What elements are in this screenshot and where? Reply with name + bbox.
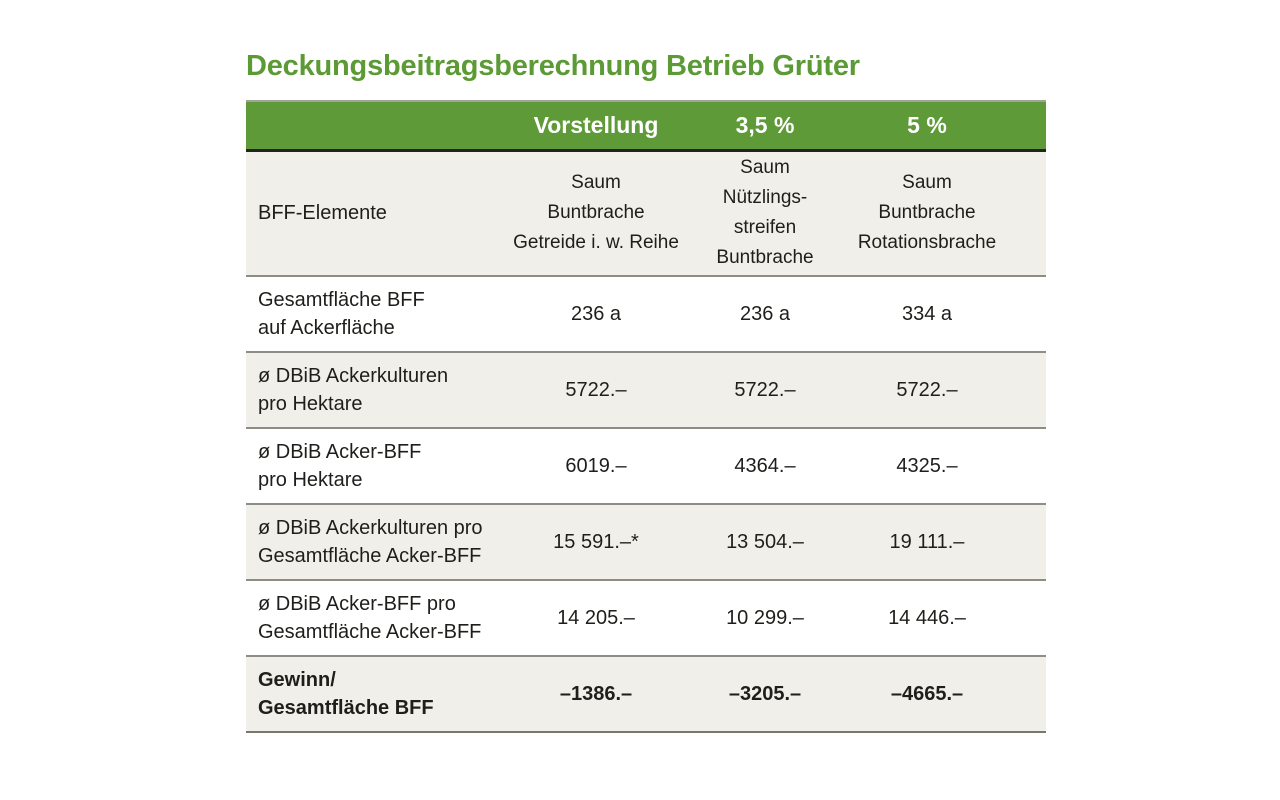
row-label: ø DBiB Ackerkulturen pro Gesamtfläche Ac… (258, 517, 483, 567)
header-scenario-5-percent: 5 % (907, 111, 947, 138)
row-label: ø DBiB Ackerkulturen pro Hektare (258, 365, 449, 415)
row-value: 4364.– (734, 454, 796, 477)
table-row-dbib-ackerkulturen-hektare: ø DBiB Ackerkulturen pro Hektare 5722.– … (246, 352, 1046, 428)
row-value: –1386.– (559, 682, 633, 705)
table-row-gesamtflaeche-bff: Gesamtfläche BFF auf Ackerfläche 236 a 2… (246, 276, 1046, 352)
row-label: ø DBiB Acker-BFF pro Hektare (258, 441, 422, 491)
row-value: 334 a (901, 302, 953, 325)
row-value: 6019.– (565, 454, 627, 477)
subheader-label: BFF-Elemente (258, 202, 387, 225)
page-title: Deckungsbeitragsberechnung Betrieb Grüte… (246, 50, 860, 82)
scenario-header-row: Vorstellung 3,5 % 5 % (246, 101, 1046, 150)
row-value: 13 504.– (726, 530, 804, 553)
row-value: 19 111.– (889, 530, 965, 553)
row-value: –4665.– (890, 682, 964, 705)
row-label: Gesamtfläche BFF auf Ackerfläche (258, 289, 425, 339)
table-row-dbib-acker-bff-hektare: ø DBiB Acker-BFF pro Hektare 6019.– 4364… (246, 428, 1046, 504)
row-value: 5722.– (896, 378, 958, 401)
row-value: 14 205.– (557, 606, 635, 629)
subheader-col-3: Saum Buntbrache Rotationsbrache (857, 172, 997, 254)
bff-elemente-row: BFF-Elemente Saum Buntbrache Getreide i.… (246, 150, 1046, 276)
row-value: 15 591.–* (553, 530, 639, 553)
row-value: 236 a (570, 302, 622, 325)
row-value: 14 446.– (888, 606, 966, 629)
subheader-col-2: Saum Nützlings- streifen Buntbrache (716, 157, 814, 269)
table-row-dbib-ackerkulturen-gesamtflaeche: ø DBiB Ackerkulturen pro Gesamtfläche Ac… (246, 504, 1046, 580)
row-value: 236 a (739, 302, 791, 325)
row-value: 10 299.– (726, 606, 804, 629)
row-value: 5722.– (565, 378, 627, 401)
header-scenario-3-5-percent: 3,5 % (735, 111, 795, 138)
header-scenario-vorstellung: Vorstellung (533, 111, 659, 138)
table-figure: Deckungsbeitragsberechnung Betrieb Grüte… (246, 50, 1046, 733)
deckungsbeitrag-table: Vorstellung 3,5 % 5 % BFF-Elemente Saum … (246, 100, 1046, 733)
table-row-dbib-acker-bff-gesamtflaeche: ø DBiB Acker-BFF pro Gesamtfläche Acker-… (246, 580, 1046, 656)
table-row-gewinn-total: Gewinn/ Gesamtfläche BFF –1386.– –3205.–… (246, 656, 1046, 732)
row-value: 5722.– (734, 378, 796, 401)
subheader-col-1: Saum Buntbrache Getreide i. w. Reihe (513, 172, 679, 254)
row-label: Gewinn/ Gesamtfläche BFF (258, 669, 434, 719)
row-value: –3205.– (728, 682, 802, 705)
row-label: ø DBiB Acker-BFF pro Gesamtfläche Acker-… (258, 593, 482, 643)
header-empty-cell (246, 101, 510, 150)
row-value: 4325.– (896, 454, 958, 477)
